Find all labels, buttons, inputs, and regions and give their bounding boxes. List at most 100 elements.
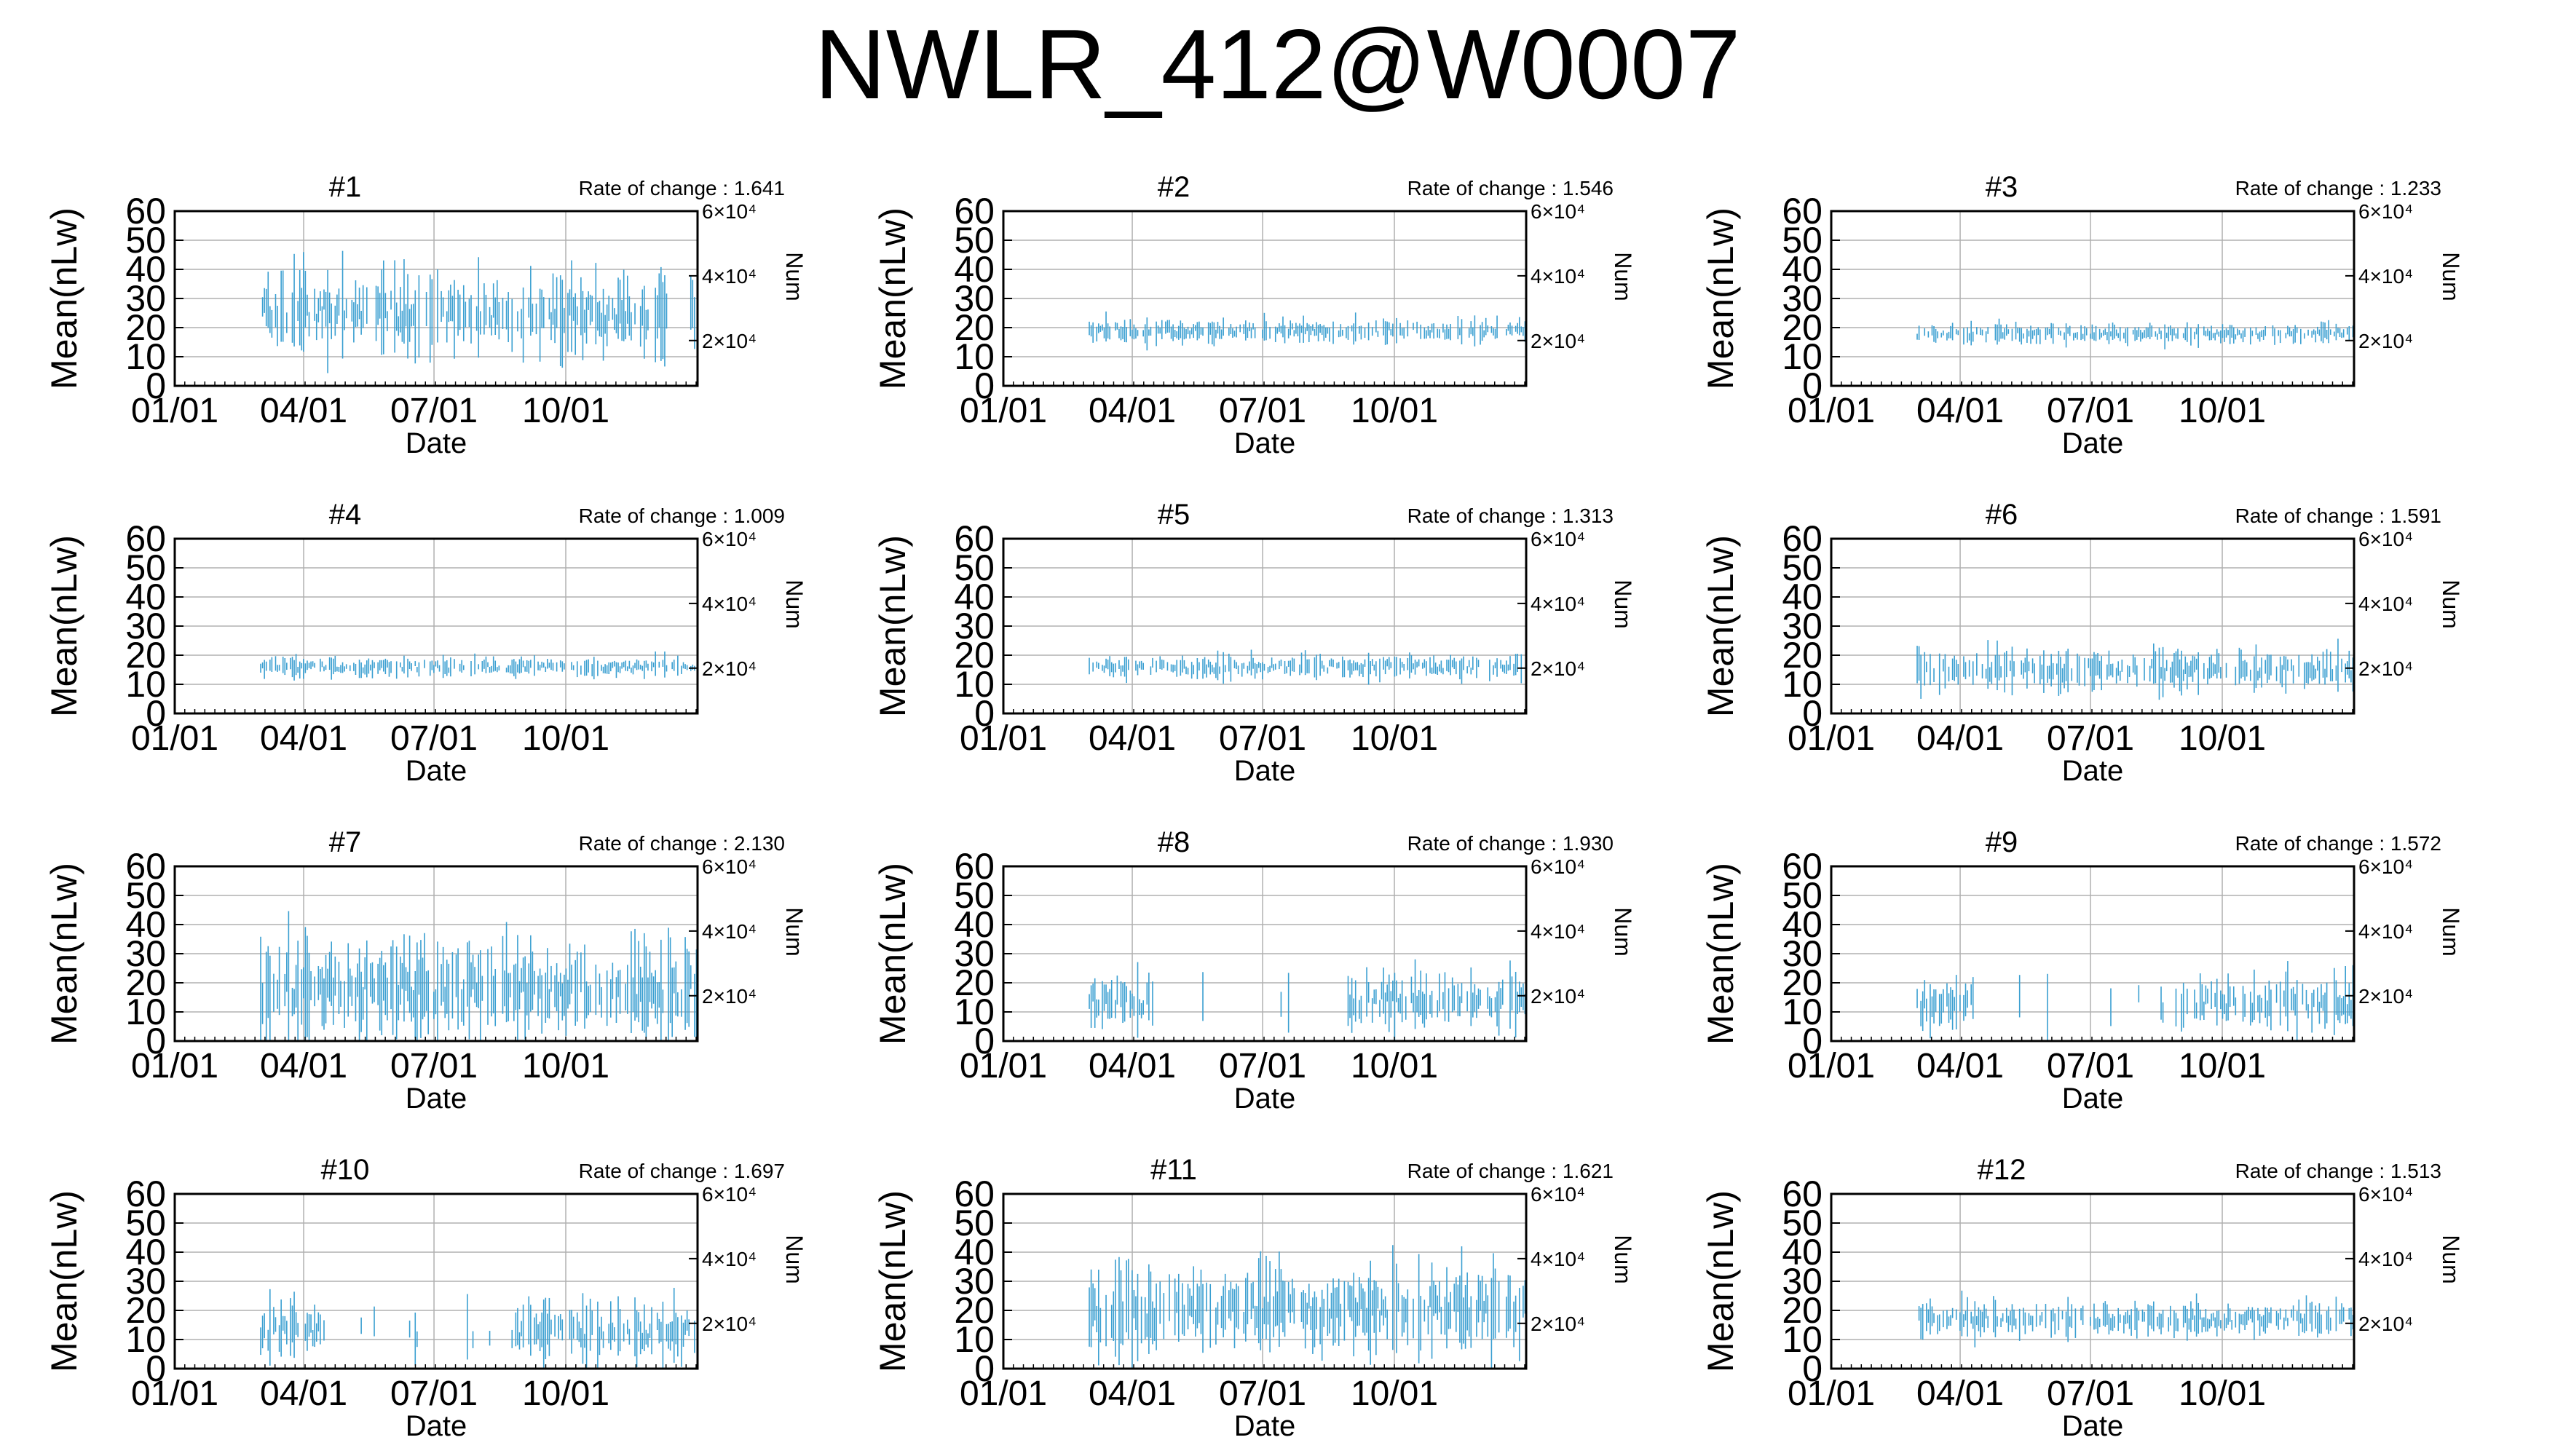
y-axis-label-left: Mean(nLw) <box>872 1190 913 1372</box>
y-right-tick-label: 2×10⁴ <box>702 1313 757 1335</box>
y-tick-label: 60 <box>1782 846 1823 887</box>
y-right-tick-label: 4×10⁴ <box>702 1248 757 1270</box>
series-marks <box>1089 649 1523 685</box>
x-tick-label: 04/01 <box>1916 1374 2004 1413</box>
y-tick-label: 0 <box>1802 1348 1823 1389</box>
y-right-tick-label: 2×10⁴ <box>702 985 757 1008</box>
y-tick-label: 60 <box>125 191 166 232</box>
rate-of-change: Rate of change : 1.572 <box>2235 832 2441 855</box>
series-marks <box>260 651 695 681</box>
x-tick-label: 10/01 <box>1351 1047 1438 1085</box>
y-tick-label: 20 <box>1782 635 1823 676</box>
rate-of-change: Rate of change : 1.009 <box>579 505 785 527</box>
x-tick-label: 04/01 <box>260 719 347 758</box>
y-tick-label: 10 <box>125 1319 166 1360</box>
panel-title: #6 <box>1986 499 2018 531</box>
y-right-tick-label: 2×10⁴ <box>2358 1313 2413 1335</box>
y-tick-label: 10 <box>954 1319 995 1360</box>
y-axis-label-left: Mean(nLw) <box>1700 863 1741 1045</box>
x-tick-label: 07/01 <box>2047 1374 2134 1413</box>
y-tick-label: 30 <box>954 1261 995 1302</box>
y-right-tick-label: 6×10⁴ <box>1531 1183 1585 1206</box>
y-tick-label: 30 <box>1782 1261 1823 1302</box>
x-axis-label: Date <box>406 427 467 459</box>
x-tick-label: 04/01 <box>1089 1047 1176 1085</box>
x-axis-label: Date <box>406 1410 467 1442</box>
y-tick-label: 40 <box>954 1232 995 1273</box>
y-tick-label: 40 <box>1782 904 1823 945</box>
y-tick-label: 40 <box>954 577 995 617</box>
series-marks <box>260 911 698 1041</box>
y-tick-label: 30 <box>1782 278 1823 319</box>
y-tick-label: 60 <box>125 846 166 887</box>
x-tick-label: 01/01 <box>1788 719 1875 758</box>
y-tick-label: 10 <box>125 664 166 705</box>
x-tick-label: 07/01 <box>1219 1374 1306 1413</box>
y-axis-label-right: Num <box>781 1235 807 1284</box>
y-tick-label: 40 <box>1782 249 1823 290</box>
x-tick-label: 07/01 <box>2047 719 2134 758</box>
y-right-tick-label: 4×10⁴ <box>1531 1248 1585 1270</box>
x-tick-label: 01/01 <box>1788 1047 1875 1085</box>
y-axis-label-left: Mean(nLw) <box>44 535 84 717</box>
y-axis-label-right: Num <box>781 252 807 301</box>
y-tick-label: 0 <box>974 693 995 734</box>
y-tick-label: 20 <box>954 962 995 1003</box>
y-tick-label: 10 <box>1782 664 1823 705</box>
y-axis-label-right: Num <box>1610 1235 1636 1284</box>
y-right-tick-label: 4×10⁴ <box>1531 265 1585 288</box>
y-right-tick-label: 6×10⁴ <box>702 200 757 223</box>
y-right-tick-label: 2×10⁴ <box>2358 330 2413 352</box>
y-axis-label-left: Mean(nLw) <box>44 1190 84 1372</box>
y-tick-label: 50 <box>1782 875 1823 916</box>
y-axis-label-left: Mean(nLw) <box>872 863 913 1045</box>
y-tick-label: 40 <box>125 249 166 290</box>
y-right-tick-label: 2×10⁴ <box>2358 985 2413 1008</box>
y-tick-label: 50 <box>954 220 995 261</box>
y-tick-label: 40 <box>954 904 995 945</box>
y-right-tick-label: 2×10⁴ <box>1531 985 1585 1008</box>
y-right-tick-label: 4×10⁴ <box>2358 265 2413 288</box>
x-axis-label: Date <box>406 1083 467 1115</box>
y-right-tick-label: 6×10⁴ <box>2358 1183 2413 1206</box>
y-tick-label: 50 <box>125 875 166 916</box>
x-tick-label: 01/01 <box>960 1374 1047 1413</box>
y-axis-label-left: Mean(nLw) <box>872 207 913 389</box>
x-tick-label: 10/01 <box>522 1047 609 1085</box>
y-axis-label-right: Num <box>781 907 807 957</box>
x-tick-label: 01/01 <box>960 392 1047 430</box>
x-tick-label: 07/01 <box>2047 392 2134 430</box>
x-tick-label: 04/01 <box>260 1047 347 1085</box>
y-tick-label: 50 <box>1782 220 1823 261</box>
y-tick-label: 20 <box>125 962 166 1003</box>
series-marks <box>261 250 695 373</box>
y-right-tick-label: 6×10⁴ <box>2358 200 2413 223</box>
series-marks <box>1916 318 2354 349</box>
panel-title: #2 <box>1158 171 1190 203</box>
x-tick-label: 07/01 <box>390 719 478 758</box>
rate-of-change: Rate of change : 1.641 <box>579 177 785 199</box>
y-tick-label: 0 <box>146 1021 166 1061</box>
y-right-tick-label: 2×10⁴ <box>1531 1313 1585 1335</box>
y-right-tick-label: 2×10⁴ <box>1531 657 1585 680</box>
y-right-tick-label: 4×10⁴ <box>1531 593 1585 615</box>
y-tick-label: 0 <box>1802 1021 1823 1061</box>
y-tick-label: 60 <box>954 191 995 232</box>
rate-of-change: Rate of change : 1.930 <box>1407 832 1614 855</box>
y-axis-label-left: Mean(nLw) <box>44 207 84 389</box>
x-tick-label: 04/01 <box>1916 719 2004 758</box>
y-tick-label: 30 <box>125 933 166 974</box>
x-tick-label: 07/01 <box>390 1047 478 1085</box>
y-tick-label: 10 <box>1782 1319 1823 1360</box>
y-tick-label: 30 <box>125 278 166 319</box>
x-tick-label: 07/01 <box>390 392 478 430</box>
y-tick-label: 0 <box>146 1348 166 1389</box>
panel-title: #8 <box>1158 826 1190 858</box>
x-tick-label: 07/01 <box>1219 1047 1306 1085</box>
series-marks <box>1089 959 1526 1041</box>
y-tick-label: 40 <box>1782 1232 1823 1273</box>
